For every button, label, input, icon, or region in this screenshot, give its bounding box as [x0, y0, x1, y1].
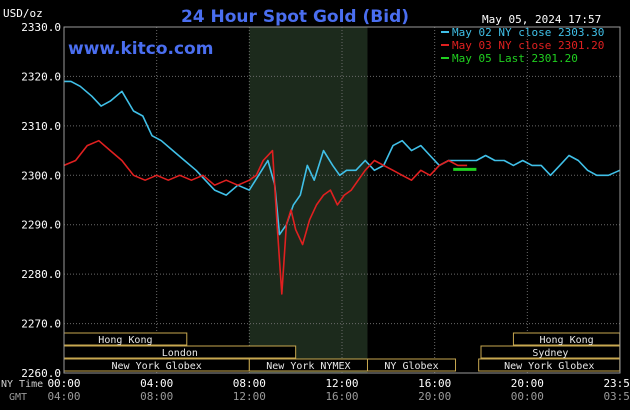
x-tick-label-gmt: 20:00 — [418, 390, 451, 403]
x-tick-label-ny: 23:59 — [603, 377, 630, 390]
session-label: Sydney — [532, 348, 568, 359]
x-tick-label-ny: 20:00 — [511, 377, 544, 390]
session-label: NY Globex — [384, 361, 438, 372]
y-tick-label: 2260.0 — [21, 367, 61, 380]
x-tick-label-gmt: 08:00 — [140, 390, 173, 403]
x-tick-label-gmt: 12:00 — [233, 390, 266, 403]
chart-title: 24 Hour Spot Gold (Bid) — [181, 7, 409, 27]
session-label: New York NYMEX — [266, 361, 350, 372]
gmt-label: GMT — [9, 392, 27, 403]
y-tick-label: 2300.0 — [21, 169, 61, 182]
session-label: New York Globex — [112, 361, 202, 372]
legend-entry: May 03 NY close 2301.20 — [452, 39, 604, 52]
x-tick-label-gmt: 16:00 — [325, 390, 358, 403]
y-tick-label: 2280.0 — [21, 268, 61, 281]
plot-frame — [63, 26, 621, 374]
session-bar — [366, 358, 457, 372]
x-tick-label-ny: 08:00 — [233, 377, 266, 390]
session-label: Hong Kong — [540, 335, 594, 346]
legend-entry: May 02 NY close 2303.30 — [452, 26, 604, 39]
x-tick-label-gmt: 03:59 — [603, 390, 630, 403]
y-tick-label: 2320.0 — [21, 70, 61, 83]
series-line-may-03 — [63, 139, 468, 295]
x-tick-label-gmt: 04:00 — [47, 390, 80, 403]
y-tick-label: 2310.0 — [21, 120, 61, 133]
y-tick-label: 2330.0 — [21, 21, 61, 34]
x-tick-label-ny: 04:00 — [140, 377, 173, 390]
highlight-band — [249, 27, 368, 373]
x-tick-label-gmt: 00:00 — [511, 390, 544, 403]
session-label: London — [162, 348, 198, 359]
series-line-may-02 — [64, 80, 621, 236]
legend-entry: May 05 Last 2301.20 — [452, 52, 578, 65]
y-tick-label: 2270.0 — [21, 318, 61, 331]
x-tick-label-ny: 00:00 — [47, 377, 80, 390]
x-tick-label-ny: 16:00 — [418, 377, 451, 390]
watermark: www.kitco.com — [68, 39, 213, 59]
y-tick-label: 2290.0 — [21, 219, 61, 232]
currency-label: USD/oz — [3, 7, 43, 20]
ny-time-label: NY Time — [1, 379, 43, 390]
session-label: Hong Kong — [98, 335, 152, 346]
session-label: New York Globex — [504, 361, 594, 372]
x-tick-label-ny: 12:00 — [325, 377, 358, 390]
timestamp: May 05, 2024 17:57 — [482, 13, 601, 26]
